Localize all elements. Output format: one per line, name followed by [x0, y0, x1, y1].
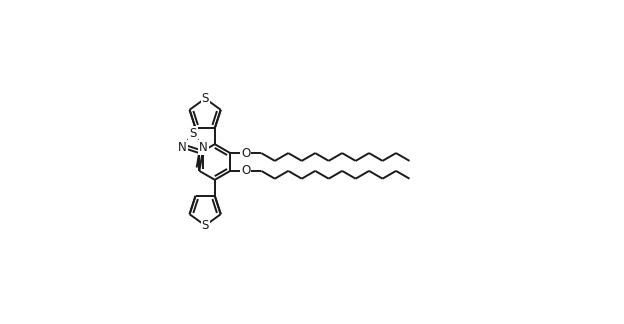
Text: S: S	[202, 92, 209, 105]
Text: S: S	[202, 219, 209, 232]
Text: O: O	[241, 146, 250, 160]
Text: N: N	[199, 141, 208, 154]
Text: O: O	[241, 164, 250, 178]
Text: N: N	[178, 141, 187, 154]
Text: S: S	[189, 127, 197, 140]
